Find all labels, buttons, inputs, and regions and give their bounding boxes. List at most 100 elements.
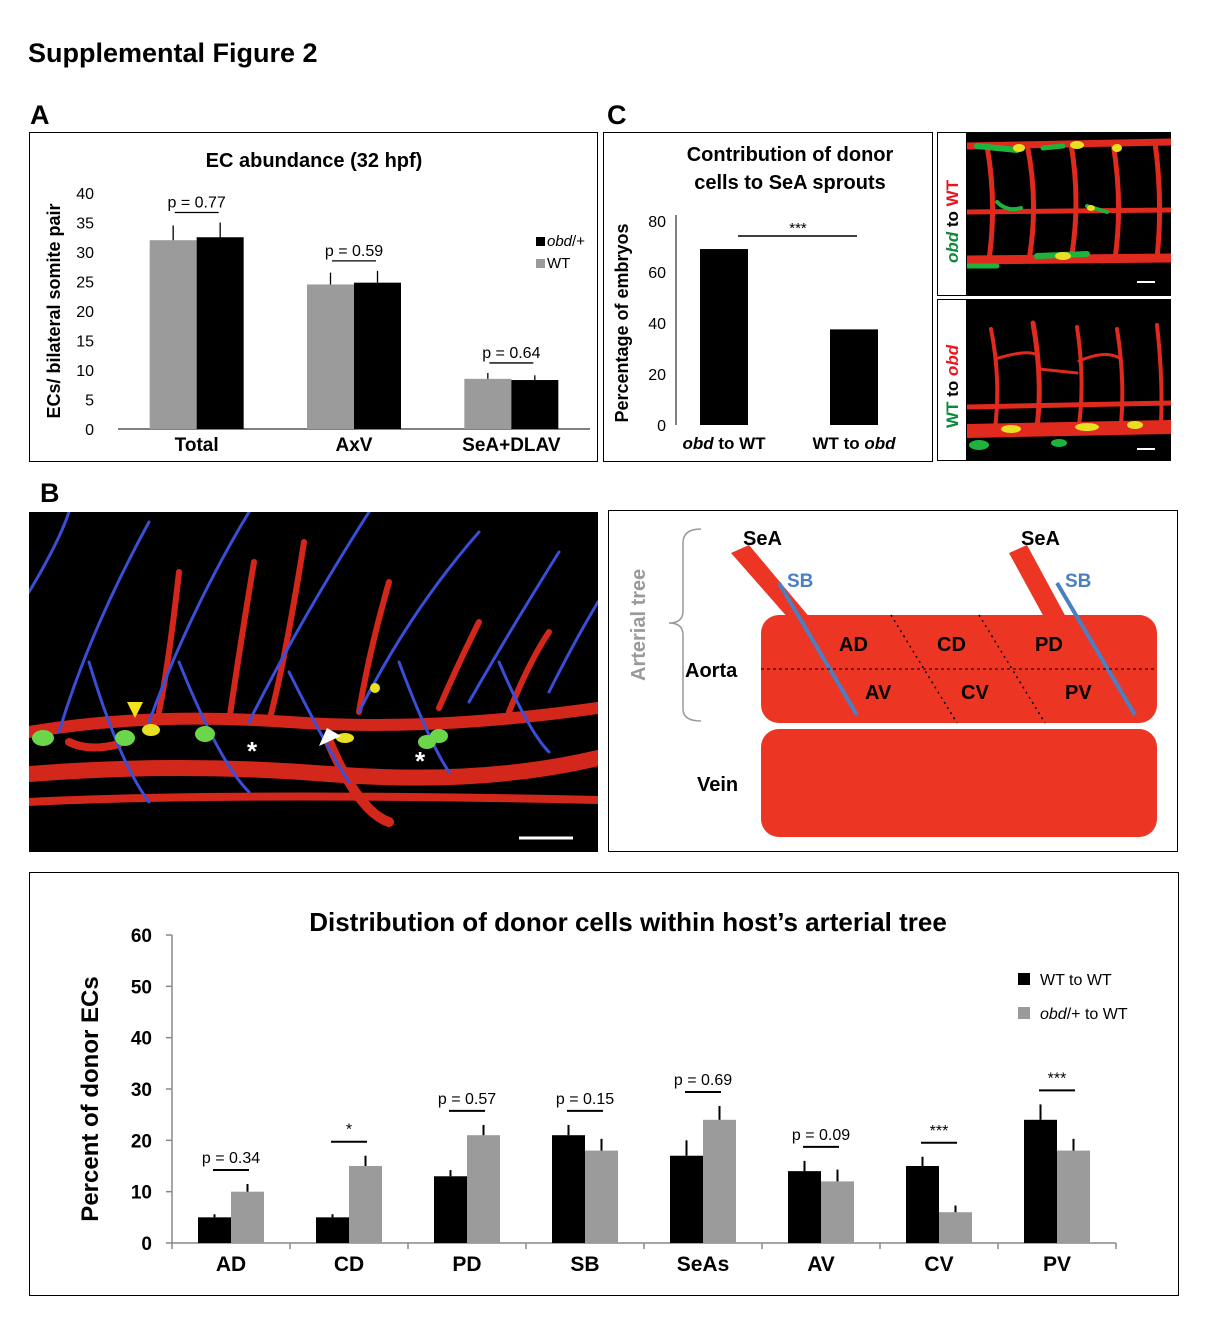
asterisk-left: * (247, 736, 258, 766)
panel-d-title: Distribution of donor cells within host’… (309, 907, 947, 937)
panel-a-bar (196, 237, 244, 429)
panel-d-bar (231, 1191, 264, 1243)
panel-d-annotation: p = 0.57 (438, 1091, 496, 1108)
panel-d-annotation: *** (930, 1123, 949, 1140)
panel-d-category-label: AV (807, 1253, 835, 1276)
panel-d-bar (316, 1217, 349, 1243)
sb-line-right (1055, 581, 1137, 717)
panel-c-bar (830, 329, 878, 425)
micrograph-wt-to-obd (967, 299, 1171, 461)
panel-c-ytick: 40 (648, 316, 666, 333)
panel-d-bar (670, 1155, 703, 1243)
panel-d-ylabel: Percent of donor ECs (77, 976, 104, 1221)
panel-d-legend-swatch (1018, 973, 1030, 985)
figure-title: Supplemental Figure 2 (28, 38, 318, 68)
panel-a-ylabel: ECs/ bilateral somite pair (44, 203, 64, 418)
sea-label-right: SeA (1021, 528, 1060, 550)
panel-c-ylabel: Percentage of embryos (612, 223, 632, 422)
panel-a-bar (464, 378, 512, 429)
micro-top-part1: obd (943, 231, 962, 263)
panel-d-bar (349, 1166, 382, 1243)
panel-d-ytick: 50 (131, 977, 152, 998)
sb-label-left: SB (787, 571, 813, 592)
arterial-tree-label: Arterial tree (628, 569, 650, 681)
panel-a-bar (307, 284, 354, 429)
panel-label-c: C (607, 100, 627, 130)
panel-a-legend-swatch (536, 237, 545, 246)
panel-a-bar (149, 240, 197, 429)
panel-d-bar (939, 1212, 972, 1243)
panel-d-category-label: SB (570, 1253, 599, 1276)
region-cv: CV (961, 682, 989, 704)
micro-top-part2: to (943, 206, 962, 232)
panel-a-ytick: 20 (76, 304, 94, 321)
schematic-panel: Arterial tree Aorta Vein SeA SeA SB SB A… (608, 510, 1178, 852)
sea-sprout-right (1009, 545, 1067, 619)
arterial-tree-brace (668, 528, 702, 722)
sb-line-left (777, 581, 859, 717)
panel-a-ytick: 10 (76, 363, 94, 380)
panel-a-legend-label: WT (547, 255, 570, 272)
panel-c-chart: Contribution of donor cells to SeA sprout… (603, 132, 933, 462)
panel-d-category-label: SeAs (677, 1253, 730, 1276)
panel-d-bar (467, 1135, 500, 1243)
micro-top-label: obd to WT (943, 179, 962, 263)
panel-d-bar (906, 1166, 939, 1243)
sea-label-left: SeA (743, 528, 782, 550)
panel-a-category-label: AxV (336, 435, 373, 456)
panel-a-pvalue: p = 0.64 (482, 345, 540, 362)
panel-d-annotation: p = 0.09 (792, 1127, 850, 1144)
panel-c-category-label: obd to WT (682, 434, 766, 453)
sb-label-right: SB (1065, 571, 1091, 592)
panel-c-significance: *** (789, 220, 807, 237)
panel-c-ytick: 80 (648, 214, 666, 231)
panel-d-ytick: 40 (131, 1029, 152, 1050)
micrograph-panel-b: * * (29, 512, 598, 852)
micrograph-wt-to-obd-image (967, 320, 1171, 450)
panel-d-annotation: p = 0.34 (202, 1150, 260, 1167)
panel-a-ytick: 35 (76, 216, 94, 233)
region-ad: AD (839, 634, 868, 656)
panel-a-pvalue: p = 0.59 (325, 243, 383, 260)
panel-d-category-label: PV (1043, 1253, 1071, 1276)
panel-a-category-label: Total (175, 435, 219, 456)
panel-c-ytick: 0 (657, 418, 666, 435)
panel-a-ytick: 25 (76, 275, 94, 292)
panel-distribution-chart: Distribution of donor cells within host’… (29, 872, 1179, 1296)
vein-shape (761, 729, 1157, 837)
micrograph-obd-to-wt-image (967, 138, 1171, 283)
panel-a-title: EC abundance (32 hpf) (206, 150, 423, 172)
panel-c-bar (700, 249, 748, 425)
panel-d-bar (552, 1135, 585, 1243)
panel-a-bar (511, 380, 559, 429)
panel-c-category-label: WT to obd (812, 434, 896, 453)
micrograph-obd-to-wt (967, 132, 1171, 296)
panel-a-legend-swatch (536, 259, 545, 268)
panel-d-category-label: CV (924, 1253, 953, 1276)
panel-d-bar (434, 1176, 467, 1243)
micro-bottom-part3: obd (943, 344, 962, 376)
panel-a-bar (354, 282, 401, 429)
panel-d-ytick: 10 (131, 1183, 152, 1204)
panel-distribution-svg: Distribution of donor cells within host’… (77, 907, 1128, 1276)
panel-a-ytick: 30 (76, 245, 94, 262)
panel-d-bar (1024, 1119, 1057, 1243)
asterisk-right: * (415, 746, 426, 776)
panel-d-bar (703, 1119, 736, 1243)
panel-a-ytick: 15 (76, 334, 94, 351)
panel-c-title-line1: Contribution of donor (687, 144, 894, 166)
panel-d-bar (1057, 1150, 1090, 1243)
panel-c-svg: Contribution of donor cells to SeA sprout… (612, 144, 896, 453)
panel-d-annotation: *** (1048, 1070, 1067, 1087)
panel-d-annotation: p = 0.69 (674, 1072, 732, 1089)
panel-d-bar (585, 1150, 618, 1243)
micro-bottom-label-box: WT to obd (937, 299, 967, 461)
panel-d-category-label: AD (216, 1253, 246, 1276)
yellow-arrowhead-icon (127, 702, 143, 718)
micro-bottom-part2: to (943, 376, 962, 402)
panel-d-legend-label: obd/+ to WT (1040, 1006, 1128, 1023)
panel-label-b: B (40, 478, 60, 508)
panel-a-ytick: 0 (85, 422, 94, 439)
panel-d-category-label: CD (334, 1253, 364, 1276)
panel-c-ytick: 60 (648, 265, 666, 282)
